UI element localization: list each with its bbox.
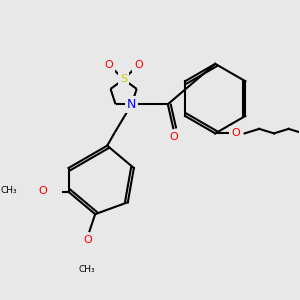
Text: CH₃: CH₃ xyxy=(79,265,96,274)
Text: O: O xyxy=(231,128,240,138)
Text: O: O xyxy=(38,186,47,196)
Text: O: O xyxy=(83,235,92,245)
Text: O: O xyxy=(169,132,178,142)
Text: CH₃: CH₃ xyxy=(0,186,17,195)
Text: O: O xyxy=(105,60,113,70)
Text: S: S xyxy=(120,74,127,84)
Text: O: O xyxy=(134,60,143,70)
Text: N: N xyxy=(127,98,136,111)
